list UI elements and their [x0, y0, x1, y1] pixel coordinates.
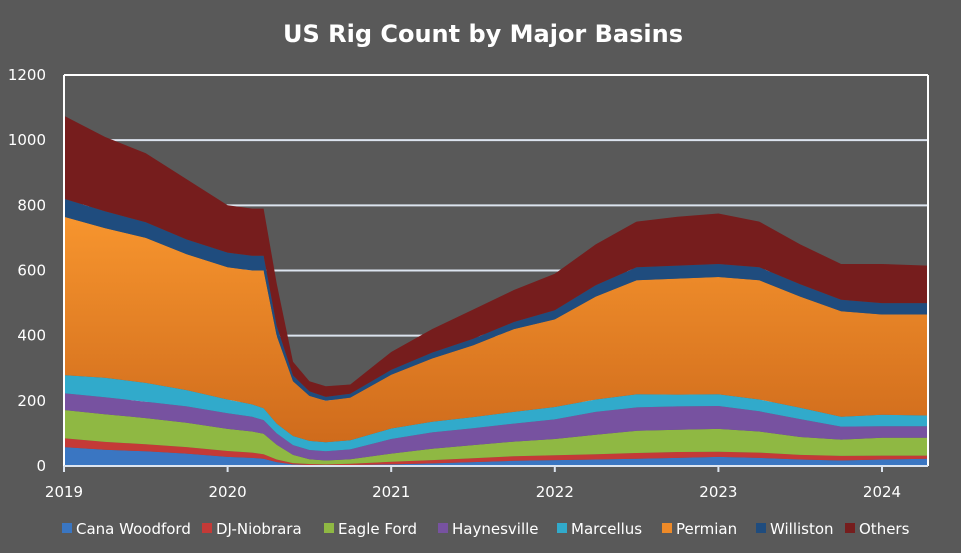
- legend-label: Marcellus: [571, 520, 642, 538]
- legend-item: Permian: [662, 520, 737, 538]
- chart-title: US Rig Count by Major Basins: [283, 20, 683, 48]
- legend-item: Others: [845, 520, 910, 538]
- area-others: [64, 115, 928, 397]
- legend-label: Eagle Ford: [338, 520, 417, 538]
- stacked-areas: [64, 115, 928, 466]
- legend-item: Williston: [756, 520, 834, 538]
- legend: Cana Woodford DJ-Niobrara Eagle Ford Haynes…: [62, 520, 910, 538]
- legend-swatch: [62, 523, 72, 533]
- x-tick-label: 2022: [536, 483, 574, 501]
- axes: 0 200 400 600 800 1000 1200 2019 2020 2021 2022 202…: [8, 66, 929, 501]
- legend-item: Eagle Ford: [324, 520, 417, 538]
- x-tick-label: 2020: [209, 483, 247, 501]
- legend-swatch: [557, 523, 567, 533]
- legend-item: Marcellus: [557, 520, 642, 538]
- legend-item: Cana Woodford: [62, 520, 191, 538]
- area-permian: [64, 216, 928, 443]
- y-tick-label: 1000: [8, 131, 46, 149]
- area-haynesville: [64, 393, 928, 461]
- legend-label: Haynesville: [452, 520, 539, 538]
- legend-swatch: [756, 523, 766, 533]
- legend-label: DJ-Niobrara: [216, 520, 302, 538]
- y-tick-label: 400: [17, 327, 46, 345]
- area-eagle-ford: [64, 410, 928, 465]
- legend-swatch: [662, 523, 672, 533]
- x-tick-label: 2021: [372, 483, 410, 501]
- legend-swatch: [324, 523, 334, 533]
- legend-label: Cana Woodford: [76, 520, 191, 538]
- legend-label: Permian: [676, 520, 737, 538]
- legend-item: Haynesville: [438, 520, 539, 538]
- y-tick-label: 0: [36, 457, 46, 475]
- legend-label: Others: [859, 520, 910, 538]
- area-marcellus: [64, 375, 928, 452]
- area-dj-niobrara: [64, 438, 928, 466]
- legend-item: DJ-Niobrara: [202, 520, 302, 538]
- area-cana-woodford: [64, 447, 928, 466]
- y-tick-label: 200: [17, 392, 46, 410]
- legend-swatch: [845, 523, 855, 533]
- legend-swatch: [202, 523, 212, 533]
- y-tick-label: 1200: [8, 66, 46, 84]
- x-tick-label: 2019: [45, 483, 83, 501]
- legend-swatch: [438, 523, 448, 533]
- y-tick-label: 800: [17, 196, 46, 214]
- legend-label: Williston: [770, 520, 834, 538]
- y-tick-label: 600: [17, 262, 46, 280]
- x-tick-label: 2023: [699, 483, 737, 501]
- x-tick-label: 2024: [863, 483, 901, 501]
